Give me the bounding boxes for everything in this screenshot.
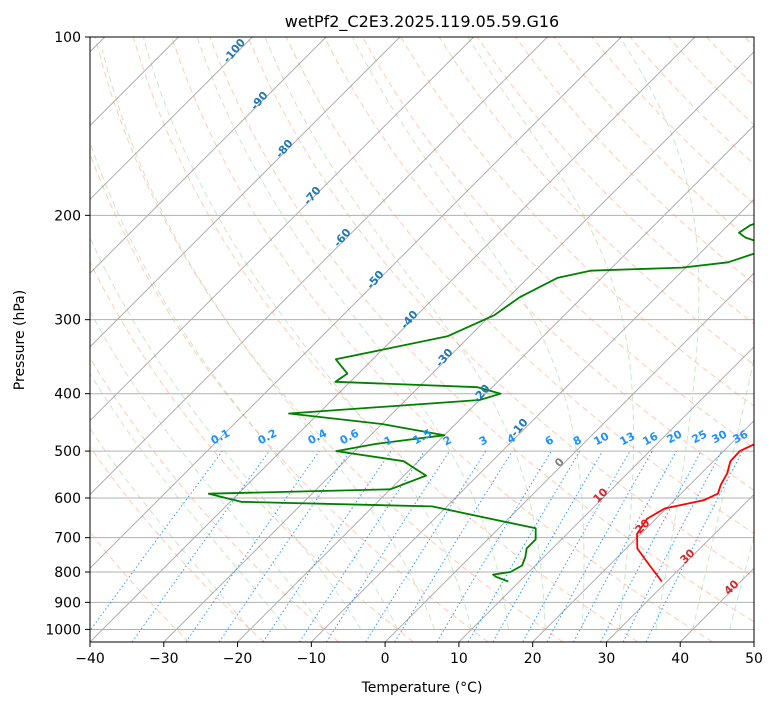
mixing-ratio-line — [185, 450, 320, 642]
x-tick-label: 50 — [745, 651, 763, 667]
isotherm-line — [606, 493, 754, 642]
x-tick-label: −40 — [75, 651, 105, 667]
plot-area: -100-90-80-70-60-50-40-30-20-100.1 0.2 0.4… — [90, 37, 754, 642]
mixing-ratio-line — [262, 450, 392, 642]
x-tick-label: 10 — [450, 651, 468, 667]
isotherm-line — [90, 37, 327, 274]
dry-adiabat-line — [476, 37, 754, 325]
moist-adiabat-line — [264, 37, 546, 630]
moist-adiabat-line — [90, 310, 325, 630]
moist-adiabat-line — [101, 49, 436, 630]
mixing-ratio-label: 36 — [731, 427, 751, 446]
dry-adiabat-line — [171, 37, 713, 642]
mixing-ratio-label: 13 — [618, 430, 638, 449]
isotherm-line — [90, 37, 696, 642]
y-tick-label: 500 — [54, 444, 81, 460]
x-tick-label: −10 — [297, 651, 327, 667]
mixing-ratio-line — [573, 450, 677, 642]
dry-adiabat-line — [90, 260, 414, 642]
mixing-ratio-line — [645, 450, 743, 642]
isotherm-line — [310, 198, 754, 642]
isotherm-line — [90, 37, 622, 569]
dry-adiabat-line — [132, 37, 639, 642]
isotherm-line — [384, 272, 754, 642]
dry-adiabat-line — [438, 37, 754, 366]
y-tick-label: 700 — [54, 531, 81, 547]
isobar-gridlines — [90, 37, 754, 630]
mixing-ratio-label: 20 — [665, 427, 685, 446]
mixing-ratio-lines — [90, 450, 743, 642]
moist-adiabat-lines — [90, 37, 754, 630]
y-tick-label: 400 — [54, 387, 81, 403]
plot-frame — [89, 36, 755, 643]
mixing-ratio-line — [131, 450, 270, 642]
moist-adiabat-line — [90, 140, 399, 630]
dry-adiabat-line — [209, 37, 754, 623]
mixing-ratio-label: 16 — [641, 429, 661, 448]
moist-adiabat-line — [351, 37, 585, 630]
dry-adiabat-line — [515, 37, 754, 285]
x-tick-label: 30 — [598, 651, 616, 667]
isotherm-line — [458, 346, 754, 642]
isotherm-line — [532, 419, 754, 642]
x-axis-label: Temperature (°C) — [361, 680, 483, 696]
x-axis-ticks: −40 −30 −20 −10 0 10 20 30 40 50 — [75, 642, 763, 667]
dry-adiabat-line — [90, 446, 265, 642]
isotherm-line — [90, 37, 401, 348]
moist-adiabat-line — [692, 356, 754, 630]
sounding-series — [207, 223, 754, 583]
isotherm-line — [163, 51, 754, 642]
moist-adiabat-line — [729, 535, 754, 630]
isotherm-lines — [90, 37, 754, 642]
mixing-ratio-label: 25 — [690, 428, 710, 447]
isotherm-line — [90, 37, 548, 496]
y-tick-label: 1000 — [45, 622, 81, 638]
isotherm-line — [90, 37, 475, 422]
dry-adiabat-line — [285, 37, 754, 535]
chart-title: wetPf2_C2E3.2025.119.05.59.G16 — [285, 12, 559, 32]
y-tick-label: 200 — [54, 208, 81, 224]
y-tick-label: 600 — [54, 491, 81, 507]
mixing-ratio-label: 10 — [592, 429, 612, 448]
mixing-ratio-line — [546, 450, 653, 642]
isotherm-line — [90, 37, 253, 201]
mixing-ratio-label: 30 — [710, 427, 730, 446]
y-axis-label: Pressure (hPa) — [12, 290, 28, 390]
y-tick-label: 100 — [54, 30, 81, 46]
mixing-ratio-line — [90, 450, 223, 632]
moist-adiabat-line — [196, 37, 509, 630]
y-axis-ticks: 100 200 300 400 500 600 700 800 900 1000 — [45, 30, 90, 638]
x-tick-label: 20 — [524, 651, 542, 667]
dry-adiabat-line — [90, 356, 339, 642]
temperature-profile-line — [636, 443, 754, 583]
dry-adiabat-line — [94, 37, 564, 642]
mixing-ratio-line — [394, 450, 513, 642]
moist-adiabat-line — [142, 37, 472, 630]
x-tick-label: −20 — [223, 651, 253, 667]
dry-adiabat-lines — [90, 37, 754, 642]
x-tick-label: 0 — [381, 651, 390, 667]
dewpoint-profile-line — [207, 223, 754, 583]
moist-adiabat-line — [90, 427, 251, 630]
moist-adiabat-line — [619, 37, 700, 630]
y-tick-label: 900 — [54, 595, 81, 611]
mixing-ratio-line — [218, 450, 351, 642]
mixing-ratio-line — [522, 450, 631, 642]
mixing-ratio-line — [299, 450, 426, 642]
x-tick-label: 40 — [671, 651, 689, 667]
dry-adiabat-line — [247, 37, 754, 578]
mixing-ratio-line — [325, 450, 450, 642]
dry-adiabat-line — [323, 37, 754, 491]
isotherm-line — [237, 124, 754, 642]
moist-adiabat-line — [467, 37, 635, 630]
y-tick-label: 800 — [54, 565, 81, 581]
y-tick-label: 300 — [54, 313, 81, 329]
x-tick-label: −30 — [149, 651, 179, 667]
